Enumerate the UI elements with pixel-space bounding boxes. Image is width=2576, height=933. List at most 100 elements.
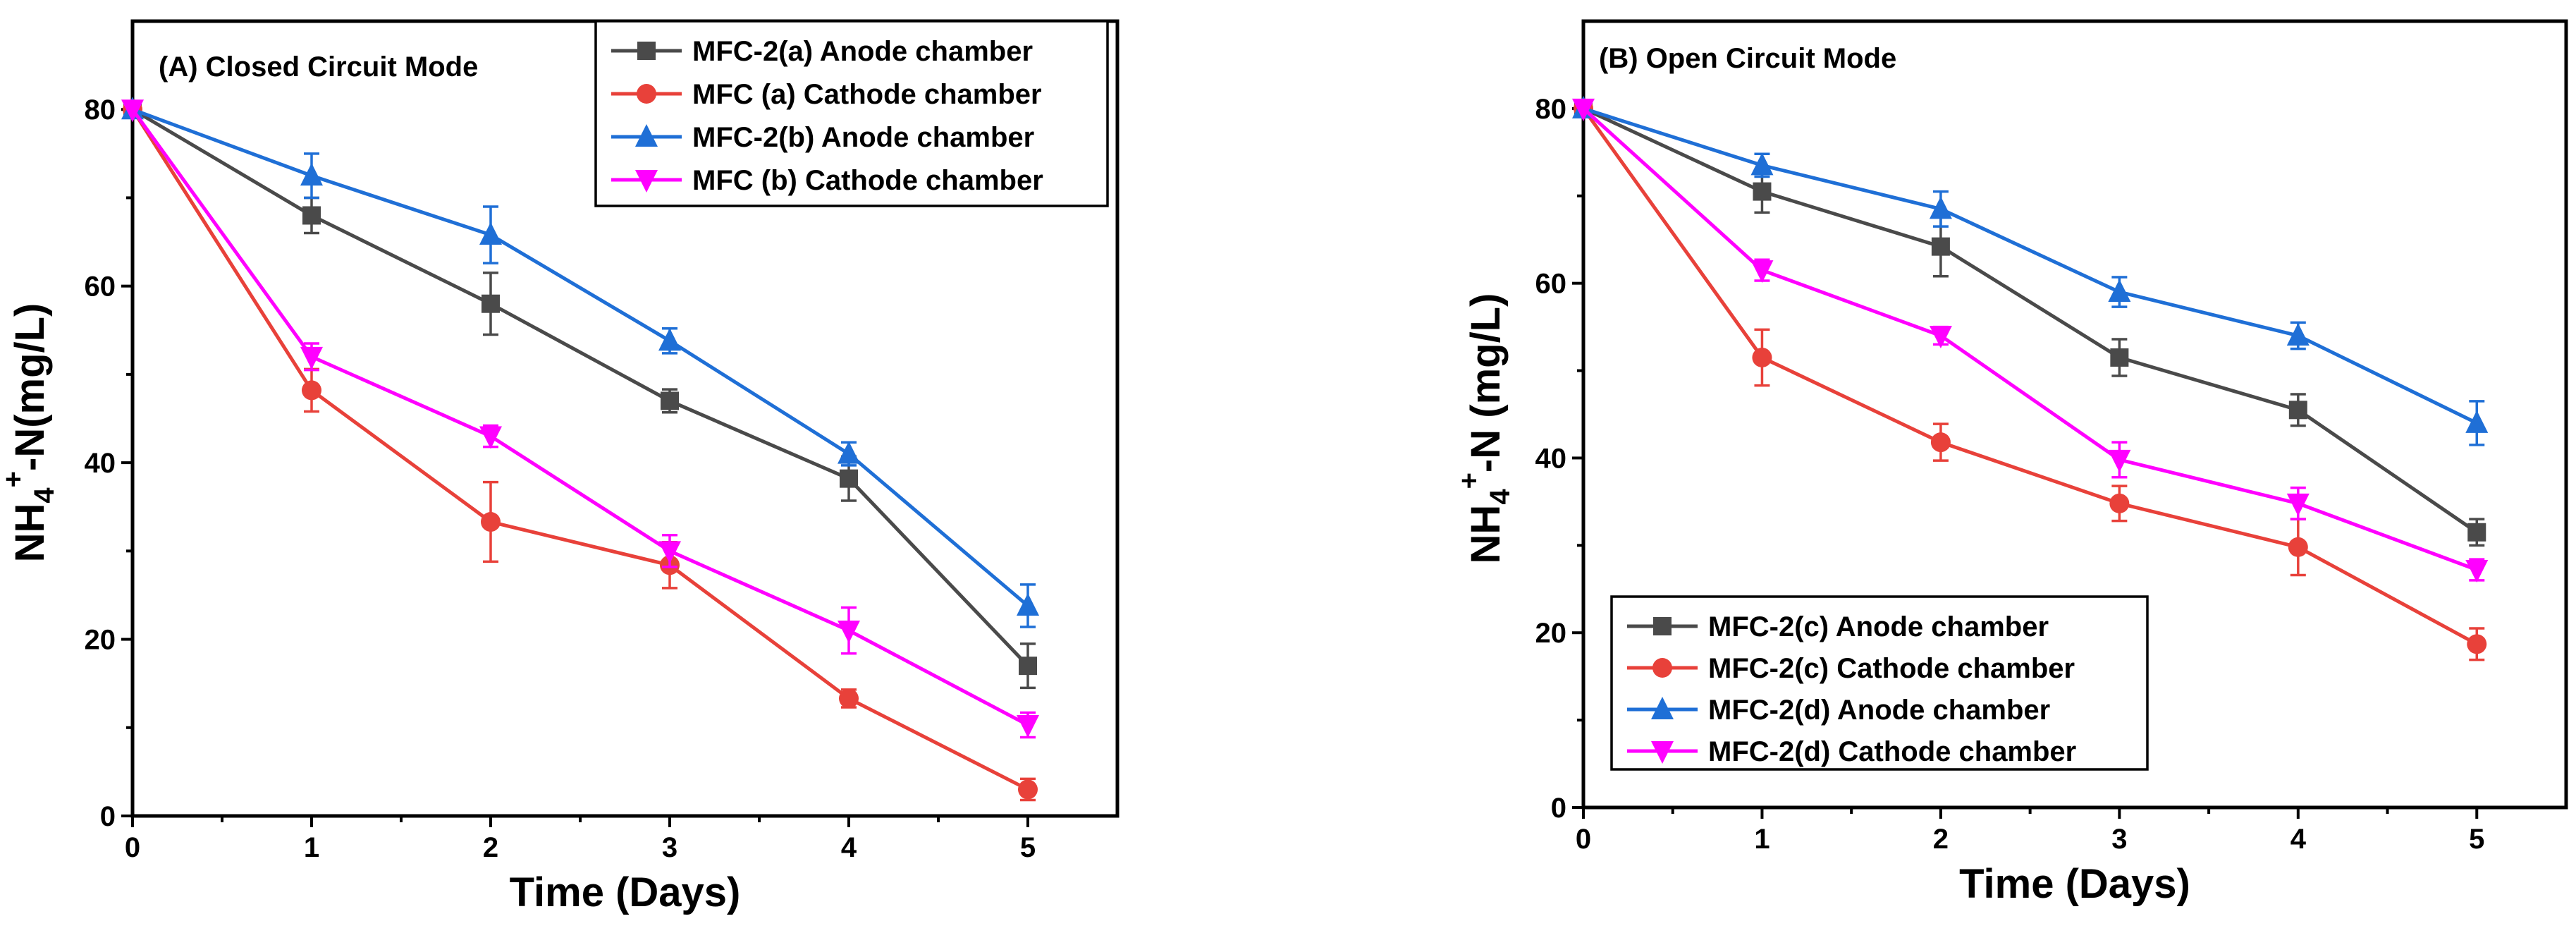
y-title-sub: 4 bbox=[29, 487, 60, 504]
data-point bbox=[2109, 493, 2130, 513]
y-tick-label: 0 bbox=[100, 801, 116, 832]
data-point bbox=[1753, 182, 1772, 201]
y-title-sub: 4 bbox=[1485, 489, 1516, 505]
y-title-rest: -N(mg/L) bbox=[7, 303, 53, 471]
data-point bbox=[1930, 432, 1951, 453]
y-title-sup: + bbox=[1454, 472, 1485, 489]
legend-marker bbox=[1653, 617, 1672, 635]
x-tick-label: 1 bbox=[304, 832, 319, 863]
x-tick-label: 3 bbox=[2111, 824, 2127, 855]
legend: MFC-2(c) Anode chamber MFC-2(c) Cathode c… bbox=[1610, 595, 2149, 771]
data-point bbox=[302, 206, 321, 225]
legend-marker bbox=[1652, 658, 1672, 678]
series-line bbox=[1583, 106, 2478, 425]
x-tick-label: 2 bbox=[483, 832, 498, 863]
series-line bbox=[1581, 107, 2478, 646]
series-line bbox=[130, 108, 1029, 791]
y-title-rest: -N (mg/L) bbox=[1463, 293, 1509, 473]
data-point bbox=[658, 541, 681, 564]
y-tick-label: 80 bbox=[1535, 94, 1567, 125]
legend-label: MFC-2(c) Anode chamber bbox=[1708, 611, 2049, 642]
x-axis-title: Time (Days) bbox=[510, 870, 741, 915]
data-point bbox=[2110, 348, 2129, 367]
legend-marker bbox=[635, 170, 658, 193]
data-point bbox=[1750, 152, 1774, 176]
y-tick-label: 80 bbox=[85, 94, 116, 126]
series-line bbox=[1582, 106, 2478, 534]
legend-label: MFC-2(c) Cathode chamber bbox=[1708, 653, 2075, 684]
series-line bbox=[130, 108, 1029, 727]
plot-frame bbox=[1581, 19, 2568, 810]
panel-title: (A) Closed Circuit Mode bbox=[159, 51, 478, 83]
data-point bbox=[838, 441, 860, 464]
data-point bbox=[840, 469, 858, 488]
data-point bbox=[2288, 401, 2307, 420]
data-point bbox=[661, 391, 679, 410]
legend-label: MFC-2(d) Anode chamber bbox=[1708, 695, 2050, 726]
data-point bbox=[1019, 657, 1037, 676]
data-point bbox=[481, 512, 501, 532]
y-title-sup: + bbox=[0, 471, 29, 487]
legend-label: MFC-2(d) Cathode chamber bbox=[1708, 736, 2076, 767]
x-tick-label: 0 bbox=[1576, 824, 1591, 855]
legend-marker bbox=[637, 42, 656, 60]
data-point bbox=[1931, 237, 1950, 256]
data-point bbox=[658, 328, 681, 351]
legend: MFC-2(a) Anode chamber MFC (a) Cathode ch… bbox=[594, 20, 1109, 207]
x-tick-label: 5 bbox=[2469, 824, 2484, 855]
y-title-main: NH bbox=[7, 504, 53, 563]
x-axis-title: Time (Days) bbox=[1959, 861, 2190, 907]
data-point bbox=[1750, 260, 1774, 283]
data-point bbox=[2286, 493, 2310, 516]
panel-title: (B) Open Circuit Mode bbox=[1599, 43, 1896, 74]
x-tick-label: 4 bbox=[841, 832, 857, 863]
data-point bbox=[1017, 715, 1039, 738]
legend-marker bbox=[637, 84, 656, 104]
series-1 bbox=[1574, 99, 2486, 547]
y-tick-label: 20 bbox=[85, 625, 116, 656]
y-tick-label: 40 bbox=[1535, 443, 1567, 474]
data-point bbox=[1752, 347, 1772, 367]
series-2 bbox=[1574, 98, 2487, 661]
series-line bbox=[132, 107, 1029, 607]
x-tick-label: 1 bbox=[1754, 824, 1770, 855]
data-point bbox=[839, 688, 859, 709]
series-line bbox=[1582, 107, 2478, 572]
y-tick-label: 0 bbox=[1551, 793, 1566, 824]
y-tick-label: 20 bbox=[1535, 618, 1567, 649]
legend-label: MFC-2(b) Anode chamber bbox=[692, 122, 1034, 153]
series-3 bbox=[121, 97, 1039, 628]
x-tick-label: 5 bbox=[1020, 832, 1036, 863]
series-4 bbox=[121, 99, 1039, 739]
x-tick-label: 4 bbox=[2290, 824, 2307, 855]
legend-label: MFC-2(a) Anode chamber bbox=[692, 36, 1033, 67]
series-4 bbox=[1572, 98, 2489, 583]
data-point bbox=[2286, 323, 2310, 346]
y-axis-title: NH4+-N (mg/L) bbox=[1454, 293, 1516, 564]
y-tick-label: 60 bbox=[1535, 269, 1567, 300]
data-point bbox=[2465, 410, 2489, 433]
data-point bbox=[1929, 196, 1952, 219]
data-point bbox=[1572, 98, 1595, 121]
data-point bbox=[300, 346, 323, 370]
series-3 bbox=[1572, 95, 2489, 446]
data-point bbox=[1017, 592, 1039, 616]
data-point bbox=[479, 426, 502, 449]
legend-box bbox=[1610, 595, 2149, 771]
data-point bbox=[1929, 326, 1952, 348]
legend-marker bbox=[1651, 741, 1674, 764]
data-point bbox=[2288, 537, 2308, 557]
data-point bbox=[1018, 779, 1038, 800]
data-point bbox=[121, 99, 144, 123]
x-tick-label: 3 bbox=[662, 832, 677, 863]
series-line bbox=[131, 108, 1029, 667]
legend-label: MFC (b) Cathode chamber bbox=[692, 165, 1043, 196]
x-tick-label: 2 bbox=[1933, 824, 1949, 855]
data-point bbox=[482, 294, 500, 313]
legend-label: MFC (a) Cathode chamber bbox=[692, 79, 1042, 110]
data-point bbox=[479, 222, 502, 245]
y-tick-label: 60 bbox=[85, 272, 116, 303]
x-tick-label: 0 bbox=[125, 832, 140, 863]
